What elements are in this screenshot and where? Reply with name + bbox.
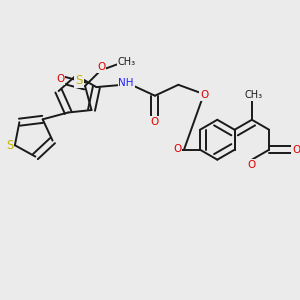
Text: O: O [151,117,159,127]
Text: O: O [56,74,64,84]
Text: O: O [173,144,182,154]
Text: O: O [98,62,106,72]
Text: O: O [292,145,300,155]
Text: CH₃: CH₃ [118,57,136,67]
Text: S: S [6,139,13,152]
Text: O: O [248,160,256,170]
Text: CH₃: CH₃ [244,90,262,100]
Text: NH: NH [118,78,134,88]
Text: S: S [75,74,83,87]
Text: O: O [200,90,208,100]
